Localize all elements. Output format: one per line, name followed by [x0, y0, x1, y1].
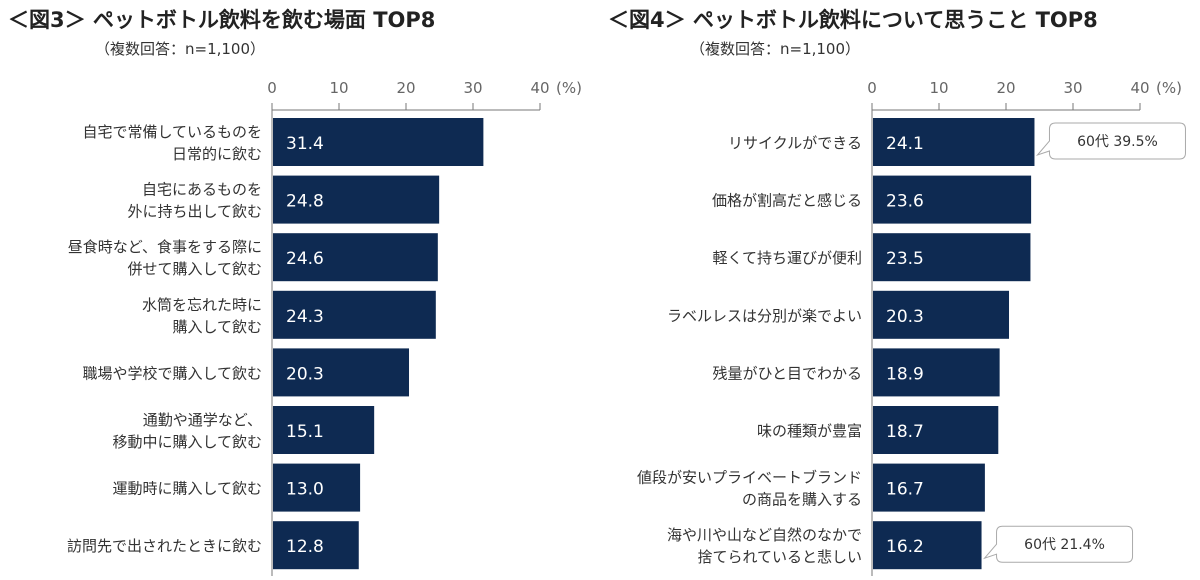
category-label: 自宅にあるものを: [142, 181, 262, 199]
category-label: 残量がひと目でわかる: [712, 364, 862, 382]
data-label: 20.3: [286, 364, 324, 384]
category-label: 運動時に購入して飲む: [112, 480, 262, 498]
bar: [273, 348, 410, 397]
chart-subtitle-fig4: （複数回答：n=1,100）: [690, 40, 861, 58]
x-tick-label: 0: [267, 79, 277, 97]
category-label: 併せて購入して飲む: [127, 260, 262, 278]
category-label: リサイクルができる: [728, 134, 862, 152]
bar: [273, 463, 361, 512]
data-label: 18.9: [886, 364, 924, 384]
x-tick-label: 0: [867, 79, 877, 97]
data-label: 12.8: [286, 537, 324, 557]
bar: [873, 290, 1010, 339]
category-label: 軽くて持ち運びが便利: [712, 249, 862, 267]
category-label: ラベルレスは分別が楽でよい: [667, 307, 862, 325]
data-label: 31.4: [286, 134, 324, 154]
data-label: 16.7: [886, 480, 924, 500]
callout-text: 60代 39.5%: [1077, 134, 1158, 150]
category-label: 値段が安いプライベートブランド: [637, 469, 862, 487]
data-label: 24.1: [886, 134, 924, 154]
category-label: 通勤や通学など、: [143, 411, 262, 429]
data-label: 24.8: [286, 192, 324, 212]
x-tick-label: 10: [329, 79, 348, 97]
category-label: 購入して飲む: [172, 318, 262, 336]
bar: [873, 233, 1031, 282]
x-tick-label: 40: [530, 79, 549, 97]
x-tick-label: 20: [396, 79, 415, 97]
category-label: 味の種類が豊富: [757, 422, 862, 440]
x-tick-label: 30: [463, 79, 482, 97]
category-label: 移動中に購入して飲む: [112, 433, 262, 451]
data-label: 20.3: [886, 307, 924, 327]
category-label: 職場や学校で購入して飲む: [82, 364, 262, 382]
category-label: 水筒を忘れた時に: [142, 296, 262, 314]
chart-title-fig4: ＜図4＞ ペットボトル飲料について思うこと TOP8: [608, 8, 1098, 32]
data-label: 16.2: [886, 537, 924, 557]
data-label: 24.6: [286, 249, 324, 269]
bar: [273, 521, 359, 570]
data-label: 18.7: [886, 422, 924, 442]
callout-bubble: [982, 525, 1134, 563]
category-label: 自宅で常備しているものを: [82, 123, 262, 141]
category-label: の商品を購入する: [742, 491, 862, 509]
category-label: 海や川や山など自然のなかで: [667, 526, 862, 544]
bar: [273, 290, 436, 339]
callout-bubble: [1035, 122, 1186, 160]
category-label: 捨てられていると悲しい: [697, 548, 862, 566]
unit-label: (%): [1156, 79, 1182, 97]
category-label: 日常的に飲む: [172, 145, 262, 163]
category-label: 昼食時など、食事をする際に: [68, 238, 262, 256]
chart-subtitle-fig3: （複数回答：n=1,100）: [95, 40, 266, 58]
data-label: 15.1: [286, 422, 324, 442]
category-label: 外に持ち出して飲む: [127, 203, 262, 221]
bar: [873, 406, 999, 454]
bar: [273, 233, 438, 282]
x-tick-label: 30: [1063, 79, 1082, 97]
x-tick-label: 40: [1130, 79, 1149, 97]
callout-text: 60代 21.4%: [1024, 537, 1105, 553]
data-label: 13.0: [286, 480, 324, 500]
bar: [273, 406, 375, 454]
bar: [873, 463, 985, 512]
category-label: 価格が割高だと感じる: [712, 192, 862, 210]
bar: [873, 175, 1032, 224]
x-tick-label: 20: [996, 79, 1015, 97]
x-tick-label: 10: [929, 79, 948, 97]
category-label: 訪問先で出されたときに飲む: [67, 537, 262, 555]
data-label: 23.5: [886, 249, 924, 269]
data-label: 23.6: [886, 192, 924, 212]
data-label: 24.3: [286, 307, 324, 327]
bar: [873, 118, 1035, 166]
bar: [873, 348, 1000, 397]
chart-title-fig3: ＜図3＞ ペットボトル飲料を飲む場面 TOP8: [8, 8, 436, 32]
bar: [273, 175, 440, 224]
bar: [273, 118, 484, 166]
unit-label: (%): [556, 79, 582, 97]
bar: [873, 521, 982, 570]
